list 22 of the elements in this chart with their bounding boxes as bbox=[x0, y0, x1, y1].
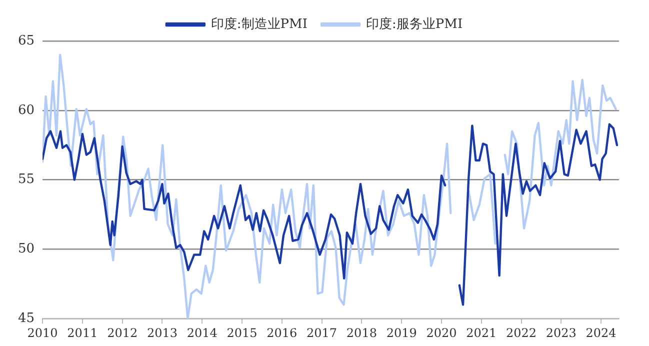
x-tick-label: 2020 bbox=[426, 326, 457, 340]
x-tick-label: 2014 bbox=[186, 326, 218, 340]
x-tick-label: 2018 bbox=[346, 326, 377, 340]
x-tick-label: 2023 bbox=[546, 326, 576, 340]
x-tick-label: 2021 bbox=[466, 326, 497, 340]
y-tick-label: 45 bbox=[18, 310, 35, 326]
x-tick-label: 2015 bbox=[226, 326, 258, 340]
y-tick-label: 65 bbox=[18, 33, 35, 48]
x-tick-label: 2022 bbox=[506, 326, 537, 340]
x-tick-label: 2024 bbox=[586, 326, 617, 340]
x-tick-label: 2010 bbox=[27, 326, 58, 340]
legend-label: 印度:制造业PMI bbox=[210, 16, 308, 32]
y-tick-label: 60 bbox=[18, 102, 35, 118]
y-tick-label: 55 bbox=[18, 172, 35, 188]
x-tick-label: 2013 bbox=[146, 326, 178, 340]
x-tick-label: 2016 bbox=[266, 326, 298, 340]
x-tick-label: 2017 bbox=[306, 326, 338, 340]
y-tick-label: 50 bbox=[18, 242, 35, 257]
legend-label: 印度:服务业PMI bbox=[366, 16, 463, 32]
x-tick-label: 2011 bbox=[67, 326, 98, 340]
x-tick-label: 2019 bbox=[386, 326, 417, 340]
x-tick-label: 2012 bbox=[107, 326, 138, 340]
